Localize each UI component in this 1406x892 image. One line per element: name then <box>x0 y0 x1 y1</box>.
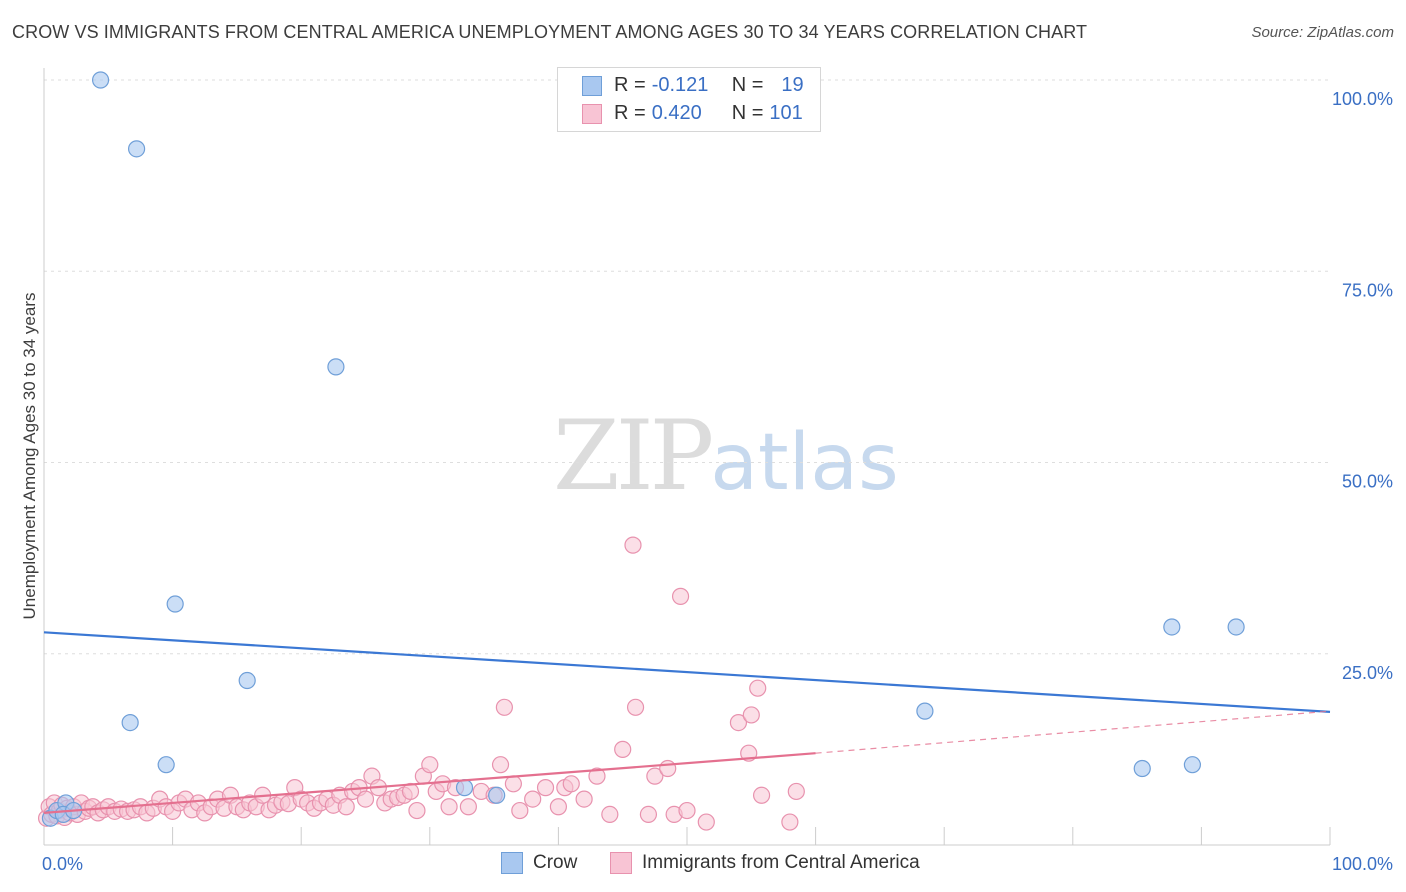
legend-row-crow: R = -0.121 N = 19 <box>582 74 804 97</box>
y-tick-label: 50.0% <box>1342 472 1393 492</box>
point-immigrants <box>408 801 426 820</box>
point-crow <box>1183 756 1201 774</box>
point-crow <box>327 358 345 376</box>
legend-swatch-immigrants <box>582 103 602 124</box>
point-immigrants <box>504 775 522 793</box>
point-immigrants <box>562 775 580 793</box>
legend-label-immigrants: Immigrants from Central America <box>642 852 920 873</box>
point-crow <box>1133 759 1151 778</box>
point-immigrants <box>491 756 510 774</box>
point-crow <box>1163 618 1181 636</box>
legend-n-value-crow: 19 <box>781 74 804 96</box>
point-crow <box>166 595 184 613</box>
trend-line-immigrants-extended <box>815 710 1331 754</box>
point-immigrants <box>356 790 375 808</box>
legend-swatch-crow <box>501 852 523 874</box>
point-immigrants <box>626 698 645 716</box>
legend-swatch-immigrants <box>610 852 632 874</box>
point-crow <box>91 71 110 89</box>
point-immigrants <box>440 798 458 816</box>
point-immigrants <box>752 786 771 804</box>
source-label: Source: ZipAtlas.com <box>1251 24 1394 41</box>
point-immigrants <box>601 805 619 824</box>
point-immigrants <box>524 790 542 808</box>
point-immigrants <box>678 801 696 820</box>
watermark: ZIPatlas <box>553 400 899 512</box>
legend-n-label: N = <box>731 102 764 124</box>
y-tick-label: 100.0% <box>1332 89 1393 109</box>
point-crow <box>238 671 256 690</box>
trend-line-crow <box>43 631 1331 713</box>
point-immigrants <box>624 536 642 554</box>
point-immigrants <box>749 679 767 697</box>
point-immigrants <box>787 782 805 801</box>
point-immigrants <box>421 756 439 774</box>
legend-swatch-crow <box>582 75 602 96</box>
chart-title: CROW VS IMMIGRANTS FROM CENTRAL AMERICA … <box>12 22 1088 42</box>
legend-item-crow[interactable]: Crow <box>501 852 577 874</box>
point-immigrants <box>614 740 632 758</box>
x-tick-label: 0.0% <box>42 854 83 874</box>
point-crow <box>488 786 506 804</box>
point-crow <box>121 713 139 732</box>
point-crow <box>916 702 934 720</box>
point-immigrants <box>495 698 513 716</box>
point-crow <box>1227 618 1245 636</box>
point-immigrants <box>646 767 664 785</box>
y-tick-label: 25.0% <box>1342 663 1393 683</box>
point-crow <box>157 756 175 774</box>
point-immigrants <box>536 779 555 797</box>
point-crow <box>127 140 146 158</box>
point-immigrants <box>742 706 760 724</box>
point-immigrants <box>729 713 748 732</box>
point-immigrants <box>459 798 477 816</box>
legend-r-label: R = <box>614 102 646 124</box>
watermark-atlas: atlas <box>710 418 899 508</box>
watermark-zip: ZIP <box>553 400 714 512</box>
legend-r-value-immigrants: 0.420 <box>651 102 702 124</box>
point-immigrants <box>781 813 799 831</box>
point-immigrants <box>575 790 593 808</box>
point-crow <box>455 779 474 797</box>
legend-row-immigrants: R = 0.420 N = 101 <box>582 102 803 125</box>
point-immigrants <box>511 801 529 820</box>
point-immigrants <box>588 767 606 785</box>
point-immigrants <box>697 813 715 831</box>
point-immigrants <box>659 759 677 778</box>
legend-label-crow: Crow <box>533 852 578 873</box>
y-tick-label: 75.0% <box>1342 280 1393 300</box>
trend-line-immigrants <box>43 752 816 814</box>
point-immigrants <box>671 587 690 605</box>
point-immigrants <box>639 805 658 824</box>
legend-n-label: N = <box>731 74 764 96</box>
legend-item-immigrants[interactable]: Immigrants from Central America <box>610 852 920 874</box>
series-legend: Crow Immigrants from Central America <box>0 852 1406 878</box>
point-immigrants <box>549 798 568 816</box>
y-axis-label: Unemployment Among Ages 30 to 34 years <box>20 292 39 620</box>
legend-r-label: R = <box>614 74 646 96</box>
correlation-legend: R = -0.121 N = 19 R = 0.420 N = 101 <box>557 67 821 132</box>
x-tick-label: 100.0% <box>1332 854 1393 874</box>
legend-r-value-crow: -0.121 <box>651 74 709 96</box>
point-immigrants <box>337 798 355 816</box>
legend-n-value-immigrants: 101 <box>769 102 803 124</box>
